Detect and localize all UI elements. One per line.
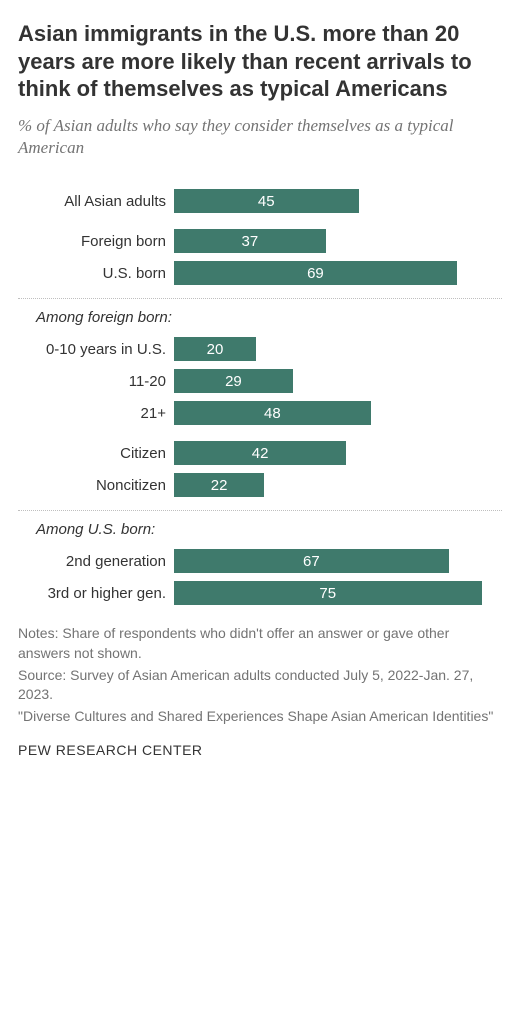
bar-row: 2nd generation 67 <box>18 548 502 574</box>
bar-fill: 48 <box>174 401 371 425</box>
bar-track: 20 <box>174 337 502 361</box>
bar-label: All Asian adults <box>18 193 174 210</box>
bar-value: 67 <box>303 553 320 570</box>
note-line: "Diverse Cultures and Shared Experiences… <box>18 707 502 727</box>
chart-subtitle: % of Asian adults who say they consider … <box>18 115 502 161</box>
bar-fill: 22 <box>174 473 264 497</box>
bar-label: U.S. born <box>18 265 174 282</box>
bar-row: All Asian adults 45 <box>18 188 502 214</box>
bar-fill: 42 <box>174 441 346 465</box>
bar-track: 67 <box>174 549 502 573</box>
bar-fill: 67 <box>174 549 449 573</box>
bar-fill: 75 <box>174 581 482 605</box>
note-line: Notes: Share of respondents who didn't o… <box>18 624 502 663</box>
bar-label: Citizen <box>18 445 174 462</box>
bar-label: 2nd generation <box>18 553 174 570</box>
bar-row: 21+ 48 <box>18 400 502 426</box>
bar-track: 45 <box>174 189 502 213</box>
bar-track: 29 <box>174 369 502 393</box>
bar-label: Noncitizen <box>18 477 174 494</box>
bar-row: Foreign born 37 <box>18 228 502 254</box>
bar-row: Citizen 42 <box>18 440 502 466</box>
bar-value: 37 <box>242 233 259 250</box>
bar-chart: All Asian adults 45 Foreign born 37 U.S. bor… <box>18 188 502 606</box>
bar-row: 0-10 years in U.S. 20 <box>18 336 502 362</box>
bar-row: Noncitizen 22 <box>18 472 502 498</box>
bar-fill: 37 <box>174 229 326 253</box>
bar-value: 48 <box>264 405 281 422</box>
source-attribution: PEW RESEARCH CENTER <box>18 742 502 758</box>
group-divider <box>18 298 502 299</box>
bar-track: 69 <box>174 261 502 285</box>
bar-row: U.S. born 69 <box>18 260 502 286</box>
bar-label: 21+ <box>18 405 174 422</box>
bar-track: 48 <box>174 401 502 425</box>
bar-label: 3rd or higher gen. <box>18 585 174 602</box>
bar-track: 75 <box>174 581 502 605</box>
bar-track: 42 <box>174 441 502 465</box>
bar-value: 42 <box>252 445 269 462</box>
note-line: Source: Survey of Asian American adults … <box>18 666 502 705</box>
bar-value: 22 <box>211 477 228 494</box>
bar-fill: 20 <box>174 337 256 361</box>
bar-row: 11-20 29 <box>18 368 502 394</box>
bar-fill: 29 <box>174 369 293 393</box>
bar-value: 20 <box>207 341 224 358</box>
bar-value: 45 <box>258 193 275 210</box>
bar-row: 3rd or higher gen. 75 <box>18 580 502 606</box>
bar-track: 37 <box>174 229 502 253</box>
bar-value: 75 <box>319 585 336 602</box>
bar-label: 0-10 years in U.S. <box>18 341 174 358</box>
chart-notes: Notes: Share of respondents who didn't o… <box>18 624 502 726</box>
bar-value: 29 <box>225 373 242 390</box>
bar-track: 22 <box>174 473 502 497</box>
bar-value: 69 <box>307 265 324 282</box>
group-header: Among foreign born: <box>18 309 502 326</box>
bar-label: Foreign born <box>18 233 174 250</box>
chart-title: Asian immigrants in the U.S. more than 2… <box>18 20 502 103</box>
bar-fill: 69 <box>174 261 457 285</box>
bar-fill: 45 <box>174 189 359 213</box>
group-divider <box>18 510 502 511</box>
group-header: Among U.S. born: <box>18 521 502 538</box>
bar-label: 11-20 <box>18 373 174 390</box>
